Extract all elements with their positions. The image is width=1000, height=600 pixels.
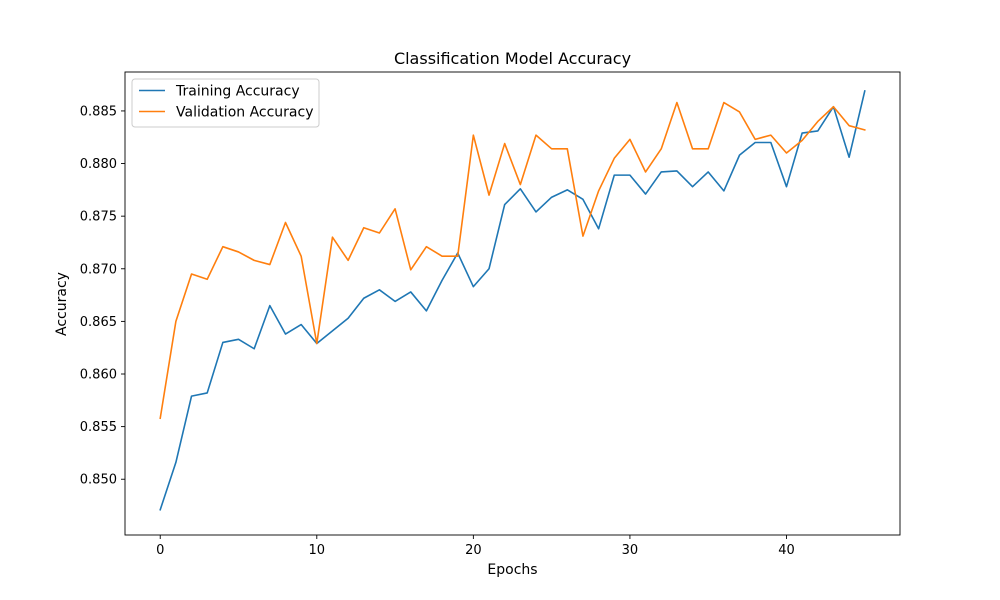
x-axis-label: Epochs <box>487 562 537 578</box>
y-tick-label: 0.875 <box>80 210 117 225</box>
y-tick-label: 0.865 <box>80 315 117 330</box>
y-tick-label: 0.880 <box>80 157 117 172</box>
series-line-0 <box>159 89 866 511</box>
axes-frame <box>124 71 901 536</box>
y-tick-label: 0.850 <box>80 473 117 488</box>
y-tick-label: 0.870 <box>80 262 117 277</box>
x-tick-label: 0 <box>156 543 164 558</box>
y-axis-label: Accuracy <box>54 272 70 336</box>
chart-title: Classification Model Accuracy <box>394 49 631 68</box>
plot-area: 0 10 20 30 40 0.850 0.855 0.860 0.865 0.870 0.875 0… <box>80 71 901 558</box>
y-tick-label: 0.855 <box>80 420 117 435</box>
x-tick-label: 10 <box>309 543 326 558</box>
y-tick-label: 0.860 <box>80 368 117 383</box>
legend-label: Validation Accuracy <box>176 105 314 121</box>
x-tick-label: 40 <box>778 543 795 558</box>
x-tick-label: 20 <box>465 543 482 558</box>
y-tick-label: 0.885 <box>80 104 117 119</box>
legend-box <box>131 78 320 128</box>
x-tick-label: 30 <box>622 543 639 558</box>
legend-label: Training Accuracy <box>175 84 300 100</box>
series-line-1 <box>159 101 866 420</box>
legend: Training Accuracy Validation Accuracy <box>131 78 320 128</box>
